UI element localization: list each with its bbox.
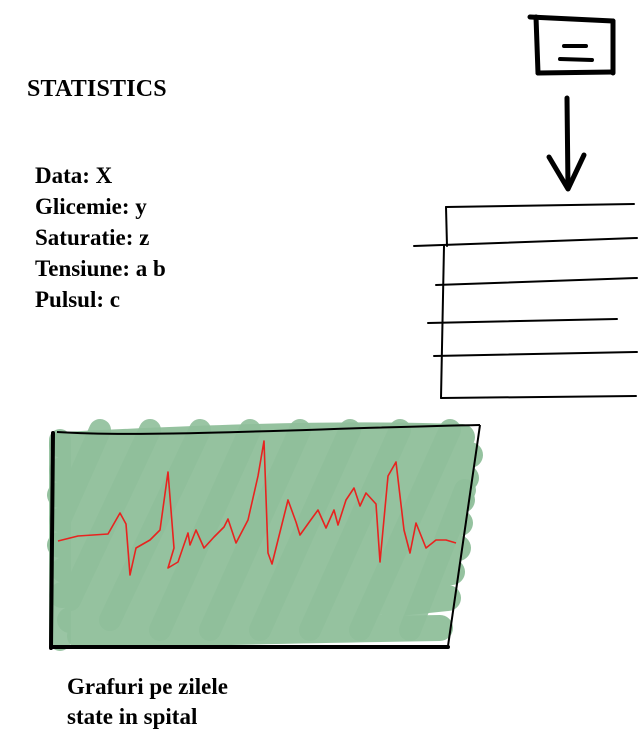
caption-line-1: Grafuri pe zilele	[67, 674, 228, 699]
chart-right-edge	[447, 424, 481, 647]
stat-glucose: Glicemie: y	[35, 194, 147, 219]
signal-line	[57, 440, 457, 576]
statistics-block: Data: X Glicemie: y Saturatie: z Tensiun…	[35, 160, 166, 315]
records-list	[413, 203, 638, 399]
stat-pulse: Pulsul: c	[35, 287, 120, 312]
stat-saturation: Saturatie: z	[35, 225, 150, 250]
stat-pressure: Tensiune: a b	[35, 256, 166, 281]
menu-list-icon[interactable]	[527, 14, 616, 76]
chart-top-edge	[56, 424, 481, 435]
chart-caption: Grafuri pe zilele state in spital	[67, 672, 228, 732]
stat-date: Data: X	[35, 163, 113, 188]
chart-y-axis	[49, 431, 55, 650]
hospital-days-chart	[47, 419, 483, 651]
caption-line-2: state in spital	[67, 704, 198, 729]
page-title: STATISTICS	[27, 76, 167, 102]
arrow-down-icon	[546, 95, 587, 192]
chart-shading-diagonal	[49, 419, 476, 651]
